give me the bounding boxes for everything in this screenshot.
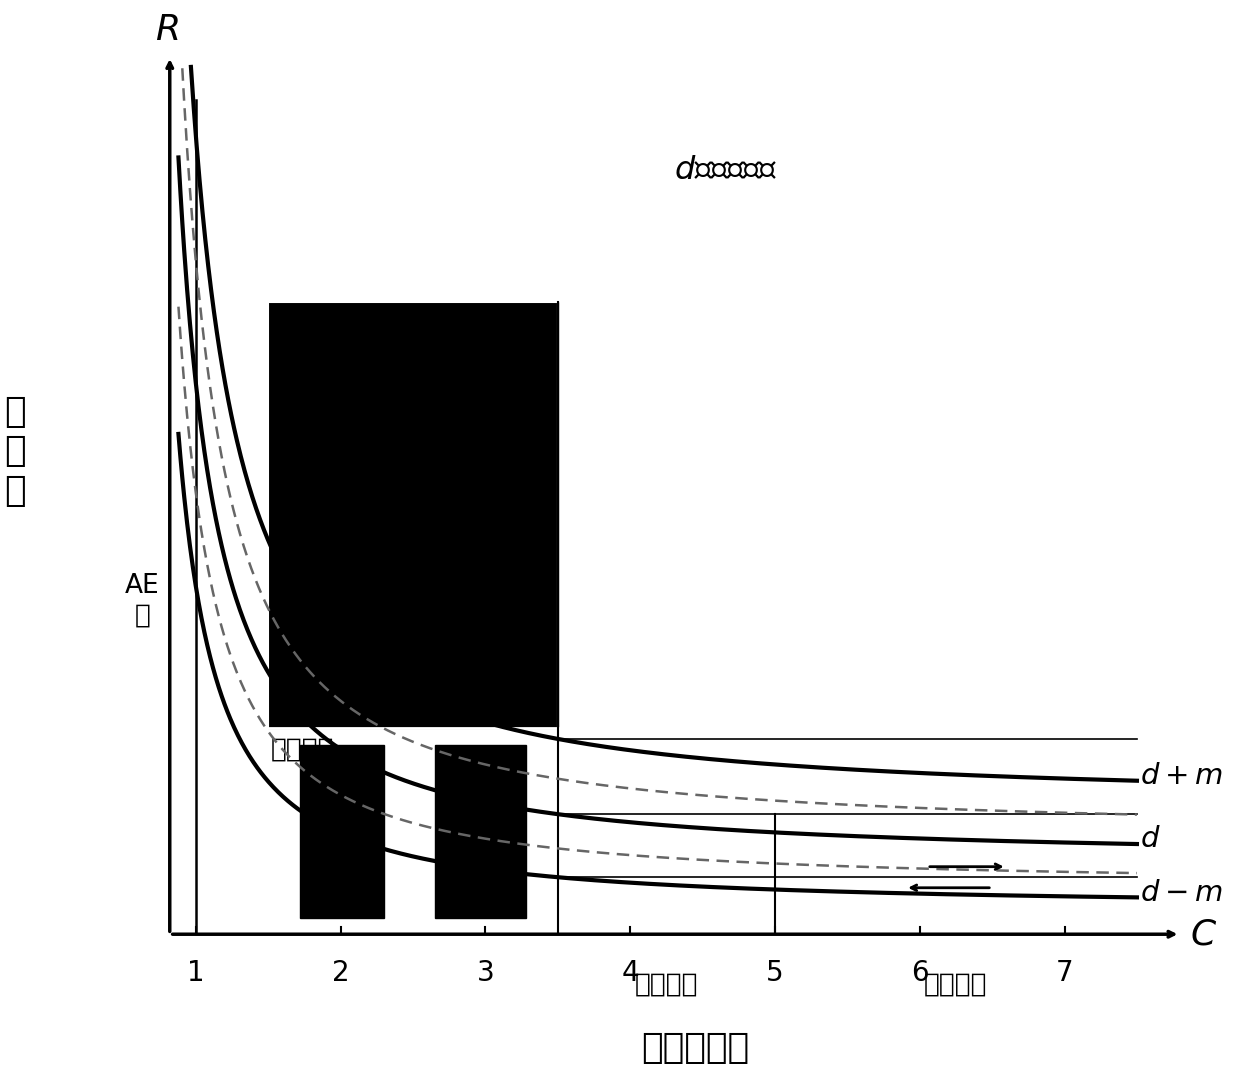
Text: $d$：设定极距: $d$：设定极距 <box>673 155 776 186</box>
Text: 5: 5 <box>766 959 784 987</box>
Text: AE
区: AE 区 <box>125 573 160 629</box>
Text: 氧化铝浓度: 氧化铝浓度 <box>641 1031 749 1064</box>
Text: $d+m$: $d+m$ <box>1140 762 1223 790</box>
Text: $C$: $C$ <box>1190 917 1218 952</box>
Text: 2: 2 <box>332 959 350 987</box>
Text: 7: 7 <box>1055 959 1074 987</box>
Text: $d-m$: $d-m$ <box>1140 879 1223 907</box>
Text: 槽
电
阻: 槽 电 阻 <box>4 395 26 508</box>
Polygon shape <box>435 746 526 918</box>
Text: 低浓度区: 低浓度区 <box>272 737 335 763</box>
Text: 1: 1 <box>187 959 205 987</box>
Text: $R$: $R$ <box>155 13 179 47</box>
Polygon shape <box>300 746 384 918</box>
Text: 4: 4 <box>621 959 639 987</box>
Text: 中浓度区: 中浓度区 <box>635 971 698 997</box>
Polygon shape <box>268 302 558 727</box>
Text: 6: 6 <box>911 959 929 987</box>
Text: 高浓度区: 高浓度区 <box>924 971 988 997</box>
Text: $d$: $d$ <box>1140 825 1161 853</box>
Text: 3: 3 <box>476 959 495 987</box>
